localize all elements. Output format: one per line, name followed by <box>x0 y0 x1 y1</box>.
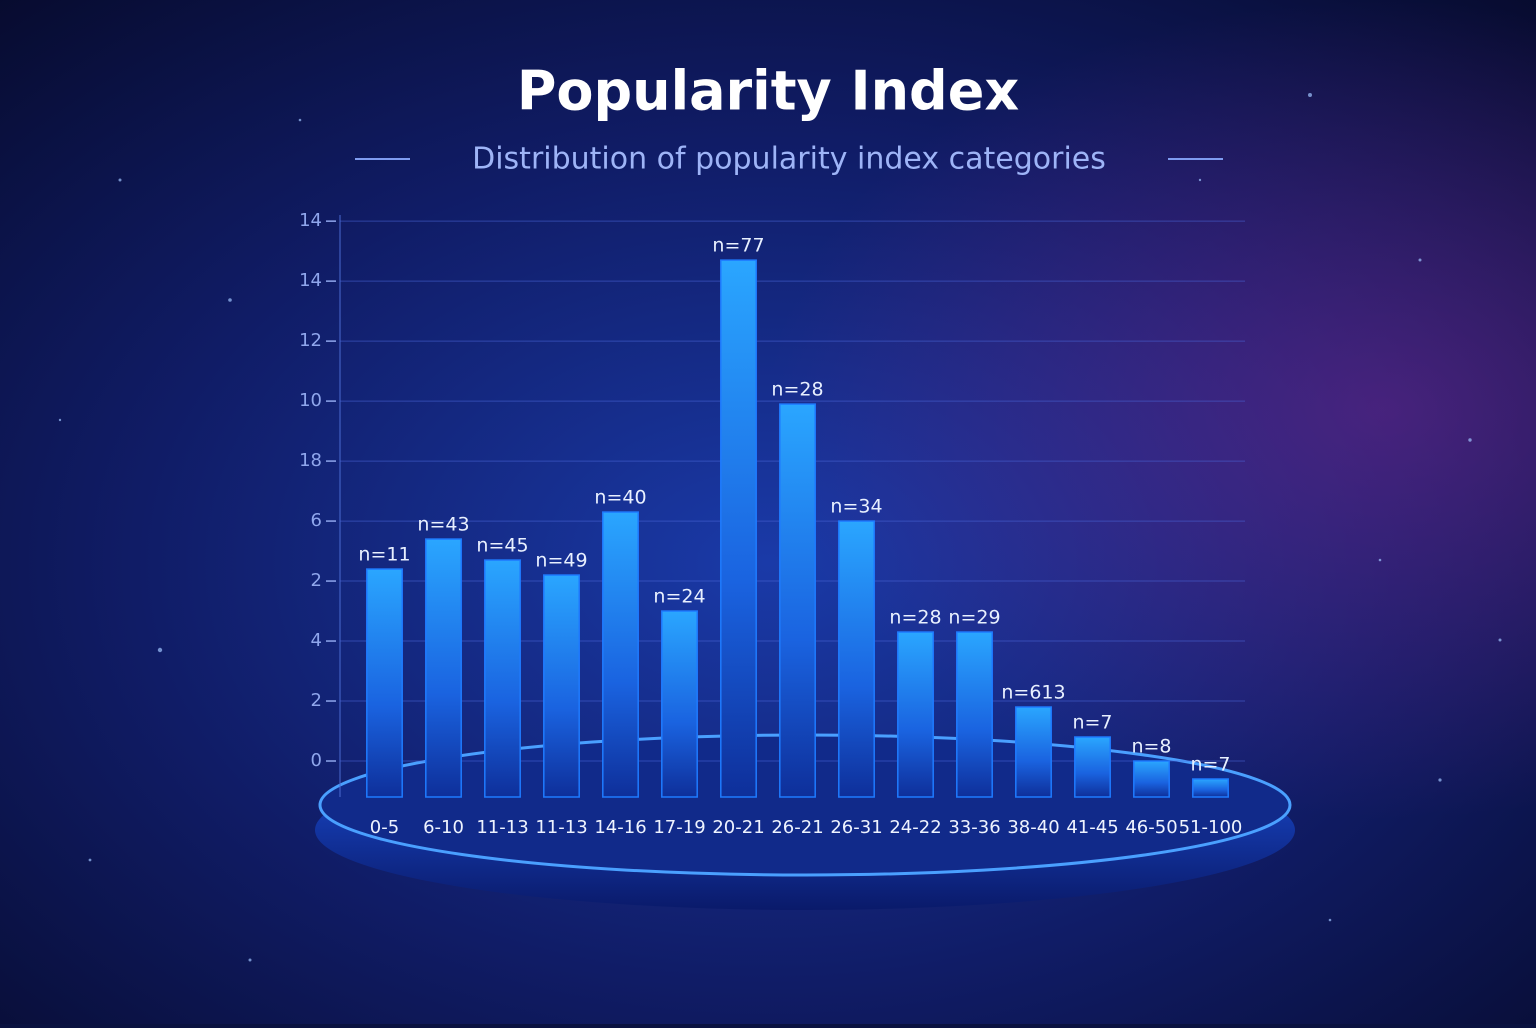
y-tick-label: 14 <box>299 270 322 291</box>
bar-label: n=34 <box>830 496 882 518</box>
bar-label: n=613 <box>1001 682 1065 704</box>
x-tick-label: 41-45 <box>1066 817 1118 838</box>
bar-label: n=45 <box>476 535 528 557</box>
x-tick-label: 14-16 <box>594 817 646 838</box>
bar-label: n=7 <box>1190 754 1230 776</box>
bar <box>425 538 462 798</box>
x-tick-label: 11-13 <box>535 817 587 838</box>
x-tick-label: 24-22 <box>889 817 941 838</box>
bar-label: n=28 <box>889 607 941 629</box>
y-tick-label: 0 <box>311 750 322 771</box>
bar-label: n=8 <box>1131 736 1171 758</box>
y-tick-label: 12 <box>299 330 322 351</box>
x-tick-label: 17-19 <box>653 817 705 838</box>
bar <box>366 568 403 798</box>
y-tick-label: 2 <box>311 570 322 591</box>
bar-label: n=28 <box>771 379 823 401</box>
x-tick-label: 0-5 <box>370 817 399 838</box>
chart-subtitle: Distribution of popularity index categor… <box>472 142 1106 177</box>
y-tick-label: 2 <box>311 690 322 711</box>
bar <box>1074 736 1111 798</box>
bar <box>602 511 639 798</box>
bar <box>1015 706 1052 798</box>
bar-label: n=11 <box>358 544 410 566</box>
bar <box>779 403 816 798</box>
bar <box>897 631 934 798</box>
y-tick-label: 14 <box>299 210 322 231</box>
bar-label: n=24 <box>653 586 705 608</box>
bar <box>1192 778 1229 798</box>
stars <box>58 93 1502 962</box>
x-tick-label: 46-50 <box>1125 817 1177 838</box>
bar-label: n=49 <box>535 550 587 572</box>
bar <box>484 559 521 798</box>
bar <box>543 574 580 798</box>
x-tick-label: 38-40 <box>1007 817 1059 838</box>
y-tick-label: 6 <box>311 510 322 531</box>
bar <box>720 259 757 798</box>
x-tick-label: 11-13 <box>476 817 528 838</box>
x-tick-label: 26-31 <box>830 817 882 838</box>
bar-label: n=7 <box>1072 712 1112 734</box>
x-tick-label: 33-36 <box>948 817 1000 838</box>
bar-label: n=43 <box>417 514 469 536</box>
x-tick-label: 51-100 <box>1179 817 1243 838</box>
bar <box>838 520 875 798</box>
y-tick-label: 18 <box>299 450 322 471</box>
bar-label: n=77 <box>712 235 764 257</box>
x-tick-label: 20-21 <box>712 817 764 838</box>
chart-title: Popularity Index <box>517 60 1019 123</box>
bar <box>661 610 698 798</box>
x-tick-label: 6-10 <box>423 817 464 838</box>
y-tick-label: 10 <box>299 390 322 411</box>
bar <box>956 631 993 798</box>
bar <box>1133 760 1170 798</box>
x-tick-label: 26-21 <box>771 817 823 838</box>
bar-label: n=29 <box>948 607 1000 629</box>
bar-label: n=40 <box>594 487 646 509</box>
y-tick-label: 4 <box>311 630 322 651</box>
